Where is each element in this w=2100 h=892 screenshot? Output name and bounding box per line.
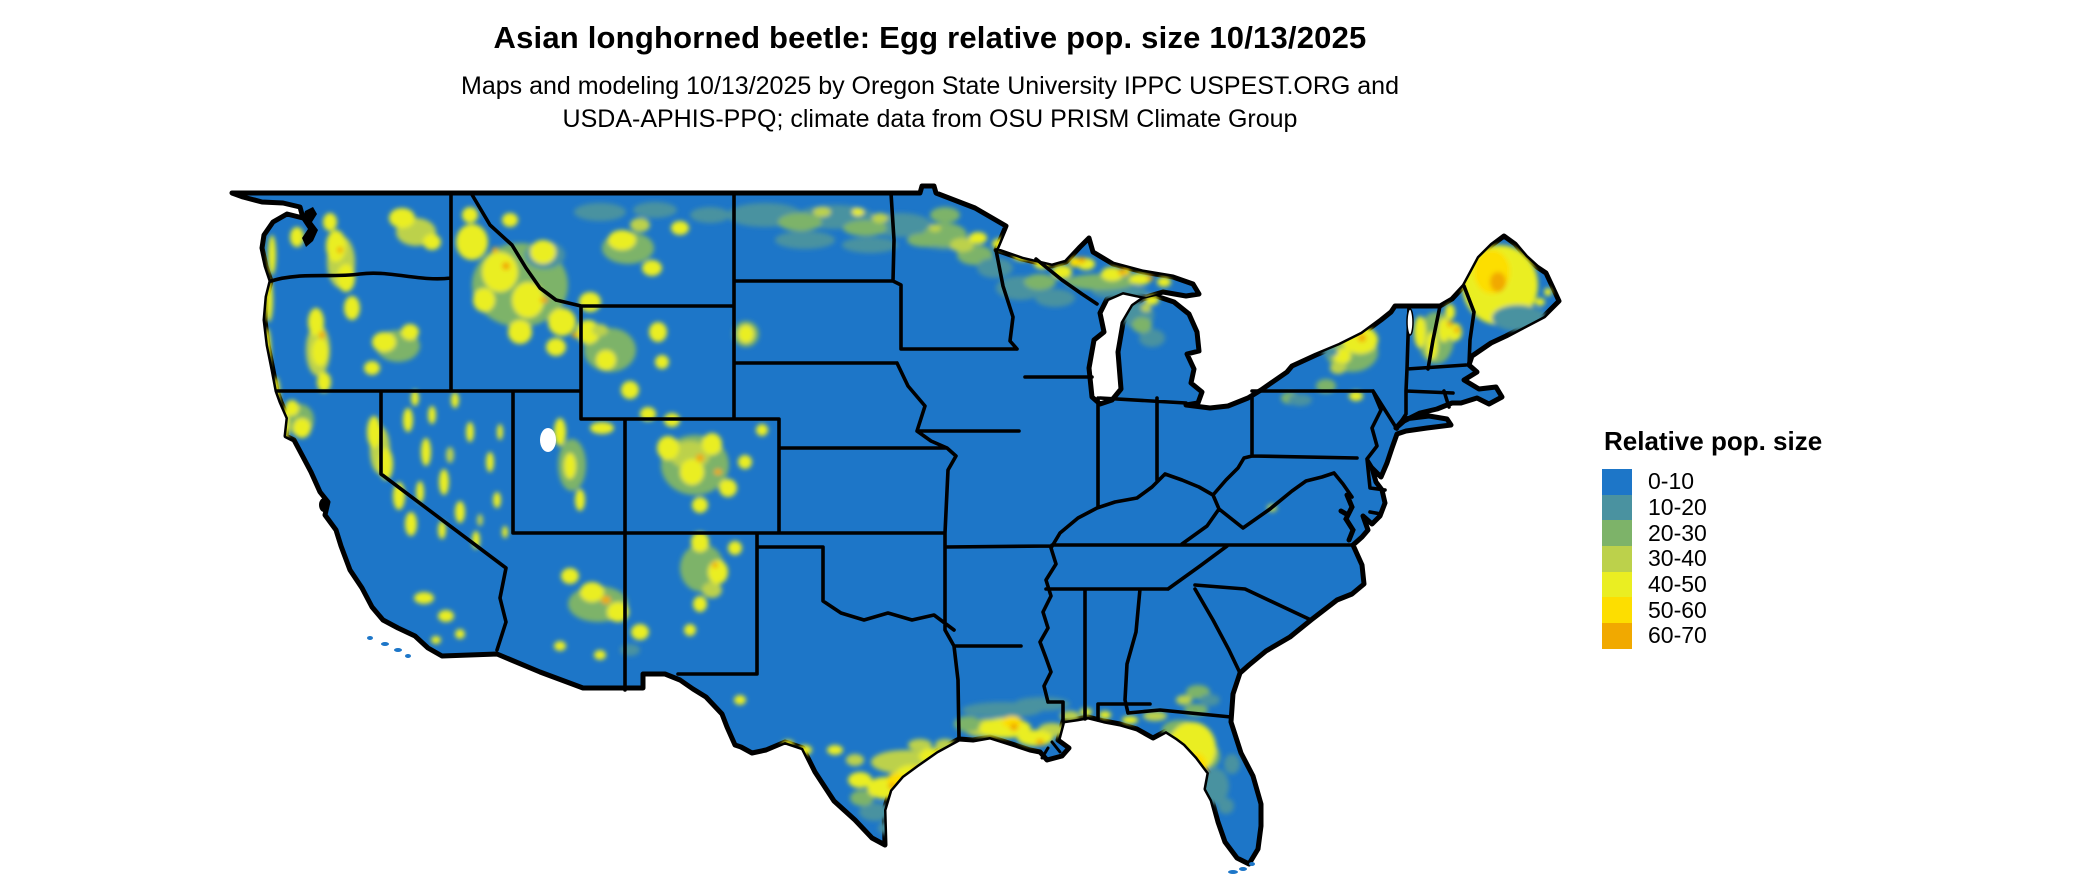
legend-row: 50-60: [1602, 596, 1842, 624]
terrain-northern-rockies: [364, 202, 759, 421]
legend-swatch-40-50: [1602, 571, 1632, 598]
legend-label: 60-70: [1648, 622, 1707, 649]
san-francisco-bay-water: [319, 498, 329, 512]
terrain-great-lakes-north: [977, 238, 1171, 347]
offshore-islands: [367, 636, 1255, 874]
terrain-northern-plains: [727, 203, 993, 265]
lake-champlain: [1406, 308, 1414, 336]
legend-label: 50-60: [1648, 596, 1707, 623]
subtitle: Maps and modeling 10/13/2025 by Oregon S…: [0, 70, 1860, 136]
map-layers: [229, 183, 1562, 874]
legend: Relative pop. size 0-10 10-20 20-30 30-4…: [1602, 426, 1842, 649]
subtitle-line-2: USDA-APHIS-PPQ; climate data from OSU PR…: [562, 105, 1298, 133]
legend-swatch-10-20: [1602, 494, 1632, 521]
legend-row: 20-30: [1602, 519, 1842, 547]
legend-row: 40-50: [1602, 571, 1842, 598]
page-title: Asian longhorned beetle: Egg relative po…: [493, 20, 1367, 55]
legend-row: 0-10: [1602, 468, 1842, 495]
subtitle-line-1: Maps and modeling 10/13/2025 by Oregon S…: [461, 72, 1399, 100]
land-outline: [229, 183, 1562, 867]
legend-label: 30-40: [1648, 545, 1707, 572]
legend-swatch-30-40: [1602, 546, 1632, 572]
legend-title: Relative pop. size: [1604, 426, 1823, 456]
legend-swatch-60-70: [1602, 623, 1632, 649]
legend-label: 10-20: [1648, 494, 1707, 521]
chesapeake-bay-water: [1338, 492, 1356, 543]
terrain-southern-rockies: [554, 413, 768, 705]
legend-label: 0-10: [1648, 468, 1695, 495]
puget-sound-water: [302, 207, 318, 247]
state-borders: [269, 191, 1476, 741]
great-salt-lake: [540, 428, 556, 452]
mississippi-delta-channels: [1040, 740, 1062, 760]
legend-swatch-0-10: [1602, 469, 1632, 495]
terrain-great-basin-sierra: [367, 390, 614, 644]
legend-row: 60-70: [1602, 622, 1842, 649]
legend-swatch-20-30: [1602, 520, 1632, 547]
legend-row: 10-20: [1602, 494, 1842, 521]
legend-label: 40-50: [1648, 571, 1707, 598]
legend-swatch-50-60: [1602, 597, 1632, 624]
header: Asian longhorned beetle: Egg relative po…: [0, 20, 1860, 136]
legend-row: 30-40: [1602, 545, 1842, 572]
terrain-pacific-northwest: [263, 208, 441, 441]
legend-label: 20-30: [1648, 519, 1707, 546]
